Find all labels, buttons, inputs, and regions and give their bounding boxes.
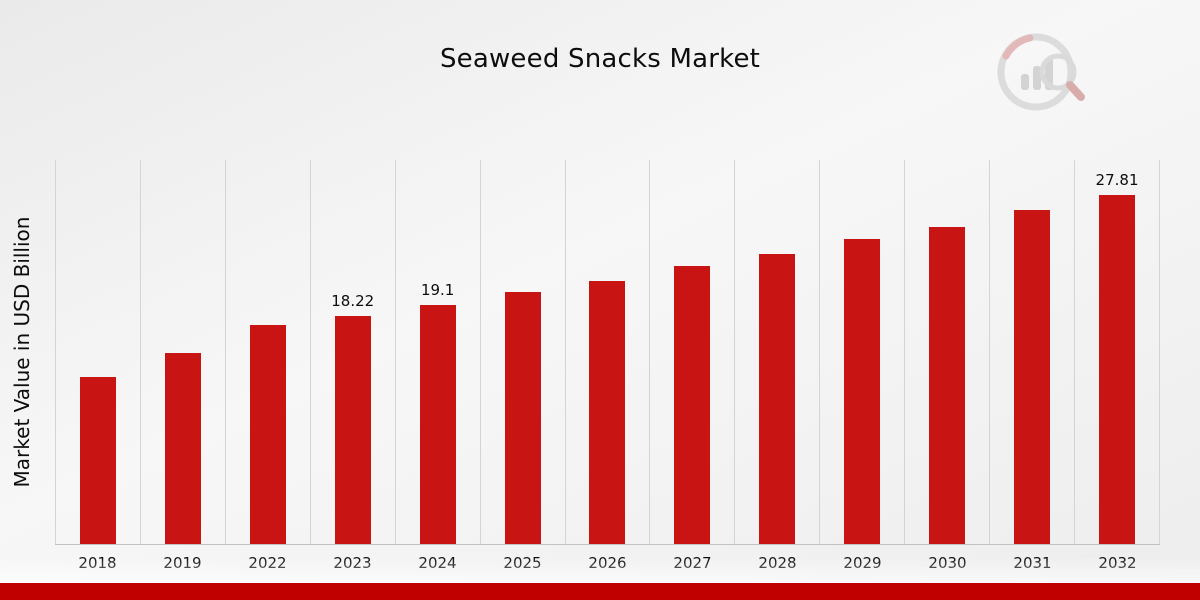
x-tick-2027: 2027 <box>673 554 712 572</box>
chart-title: Seaweed Snacks Market <box>439 44 761 74</box>
data-label-2023: 18.22 <box>331 291 375 310</box>
logo-graphic <box>997 33 1085 111</box>
grid-column-2024: 19.1 <box>394 160 480 544</box>
x-tick-2031: 2031 <box>1013 554 1052 572</box>
x-tick-2018: 2018 <box>78 554 117 572</box>
bar-2030 <box>929 226 966 544</box>
data-label-2032: 27.81 <box>1095 171 1139 190</box>
x-tick-2019: 2019 <box>163 554 202 572</box>
bar-2026 <box>589 280 626 544</box>
grid-column-2023: 18.22 <box>309 160 395 544</box>
x-tick-2029: 2029 <box>843 554 882 572</box>
grid-column-2031 <box>989 160 1074 544</box>
grid-column-2027 <box>649 160 734 544</box>
x-tick-2023: 2023 <box>333 554 372 572</box>
grid-column-2032: 27.81 <box>1074 160 1160 544</box>
grid-column-2025 <box>479 160 565 544</box>
market-research-future-logo <box>996 30 1088 114</box>
x-tick-2028: 2028 <box>758 554 797 572</box>
bar-2022 <box>249 324 286 544</box>
bar-2024 <box>419 304 456 544</box>
grid-column-2019 <box>139 160 225 544</box>
bar-2019 <box>164 353 201 544</box>
plot-area: 18.22 19.1 27.81 <box>55 160 1160 545</box>
x-tick-2030: 2030 <box>928 554 967 572</box>
x-tick-2025: 2025 <box>503 554 542 572</box>
bar-2028 <box>759 254 796 544</box>
x-axis-labels: 2018 2019 2022 2023 2024 2025 2026 2027 2028 2029… <box>55 554 1160 572</box>
data-label-2024: 19.1 <box>420 280 455 299</box>
grid-column-2030 <box>904 160 989 544</box>
bar-2032 <box>1099 195 1136 544</box>
grid-column-2028 <box>734 160 819 544</box>
grid-column-2018 <box>55 160 140 544</box>
bar-2027 <box>674 265 711 544</box>
bar-2029 <box>844 239 881 544</box>
grid-column-2026 <box>564 160 650 544</box>
footer-accent-bar <box>0 583 1200 600</box>
bar-2031 <box>1014 210 1051 544</box>
grid-column-2029 <box>819 160 904 544</box>
y-axis-label: Market Value in USD Billion <box>10 216 34 488</box>
bar-2025 <box>504 291 541 544</box>
grid-column-2022 <box>224 160 310 544</box>
x-tick-2022: 2022 <box>248 554 287 572</box>
bar-2023 <box>334 315 371 544</box>
x-tick-2032: 2032 <box>1098 554 1137 572</box>
bar-2018 <box>79 377 116 544</box>
x-tick-2024: 2024 <box>418 554 457 572</box>
x-tick-2026: 2026 <box>588 554 627 572</box>
